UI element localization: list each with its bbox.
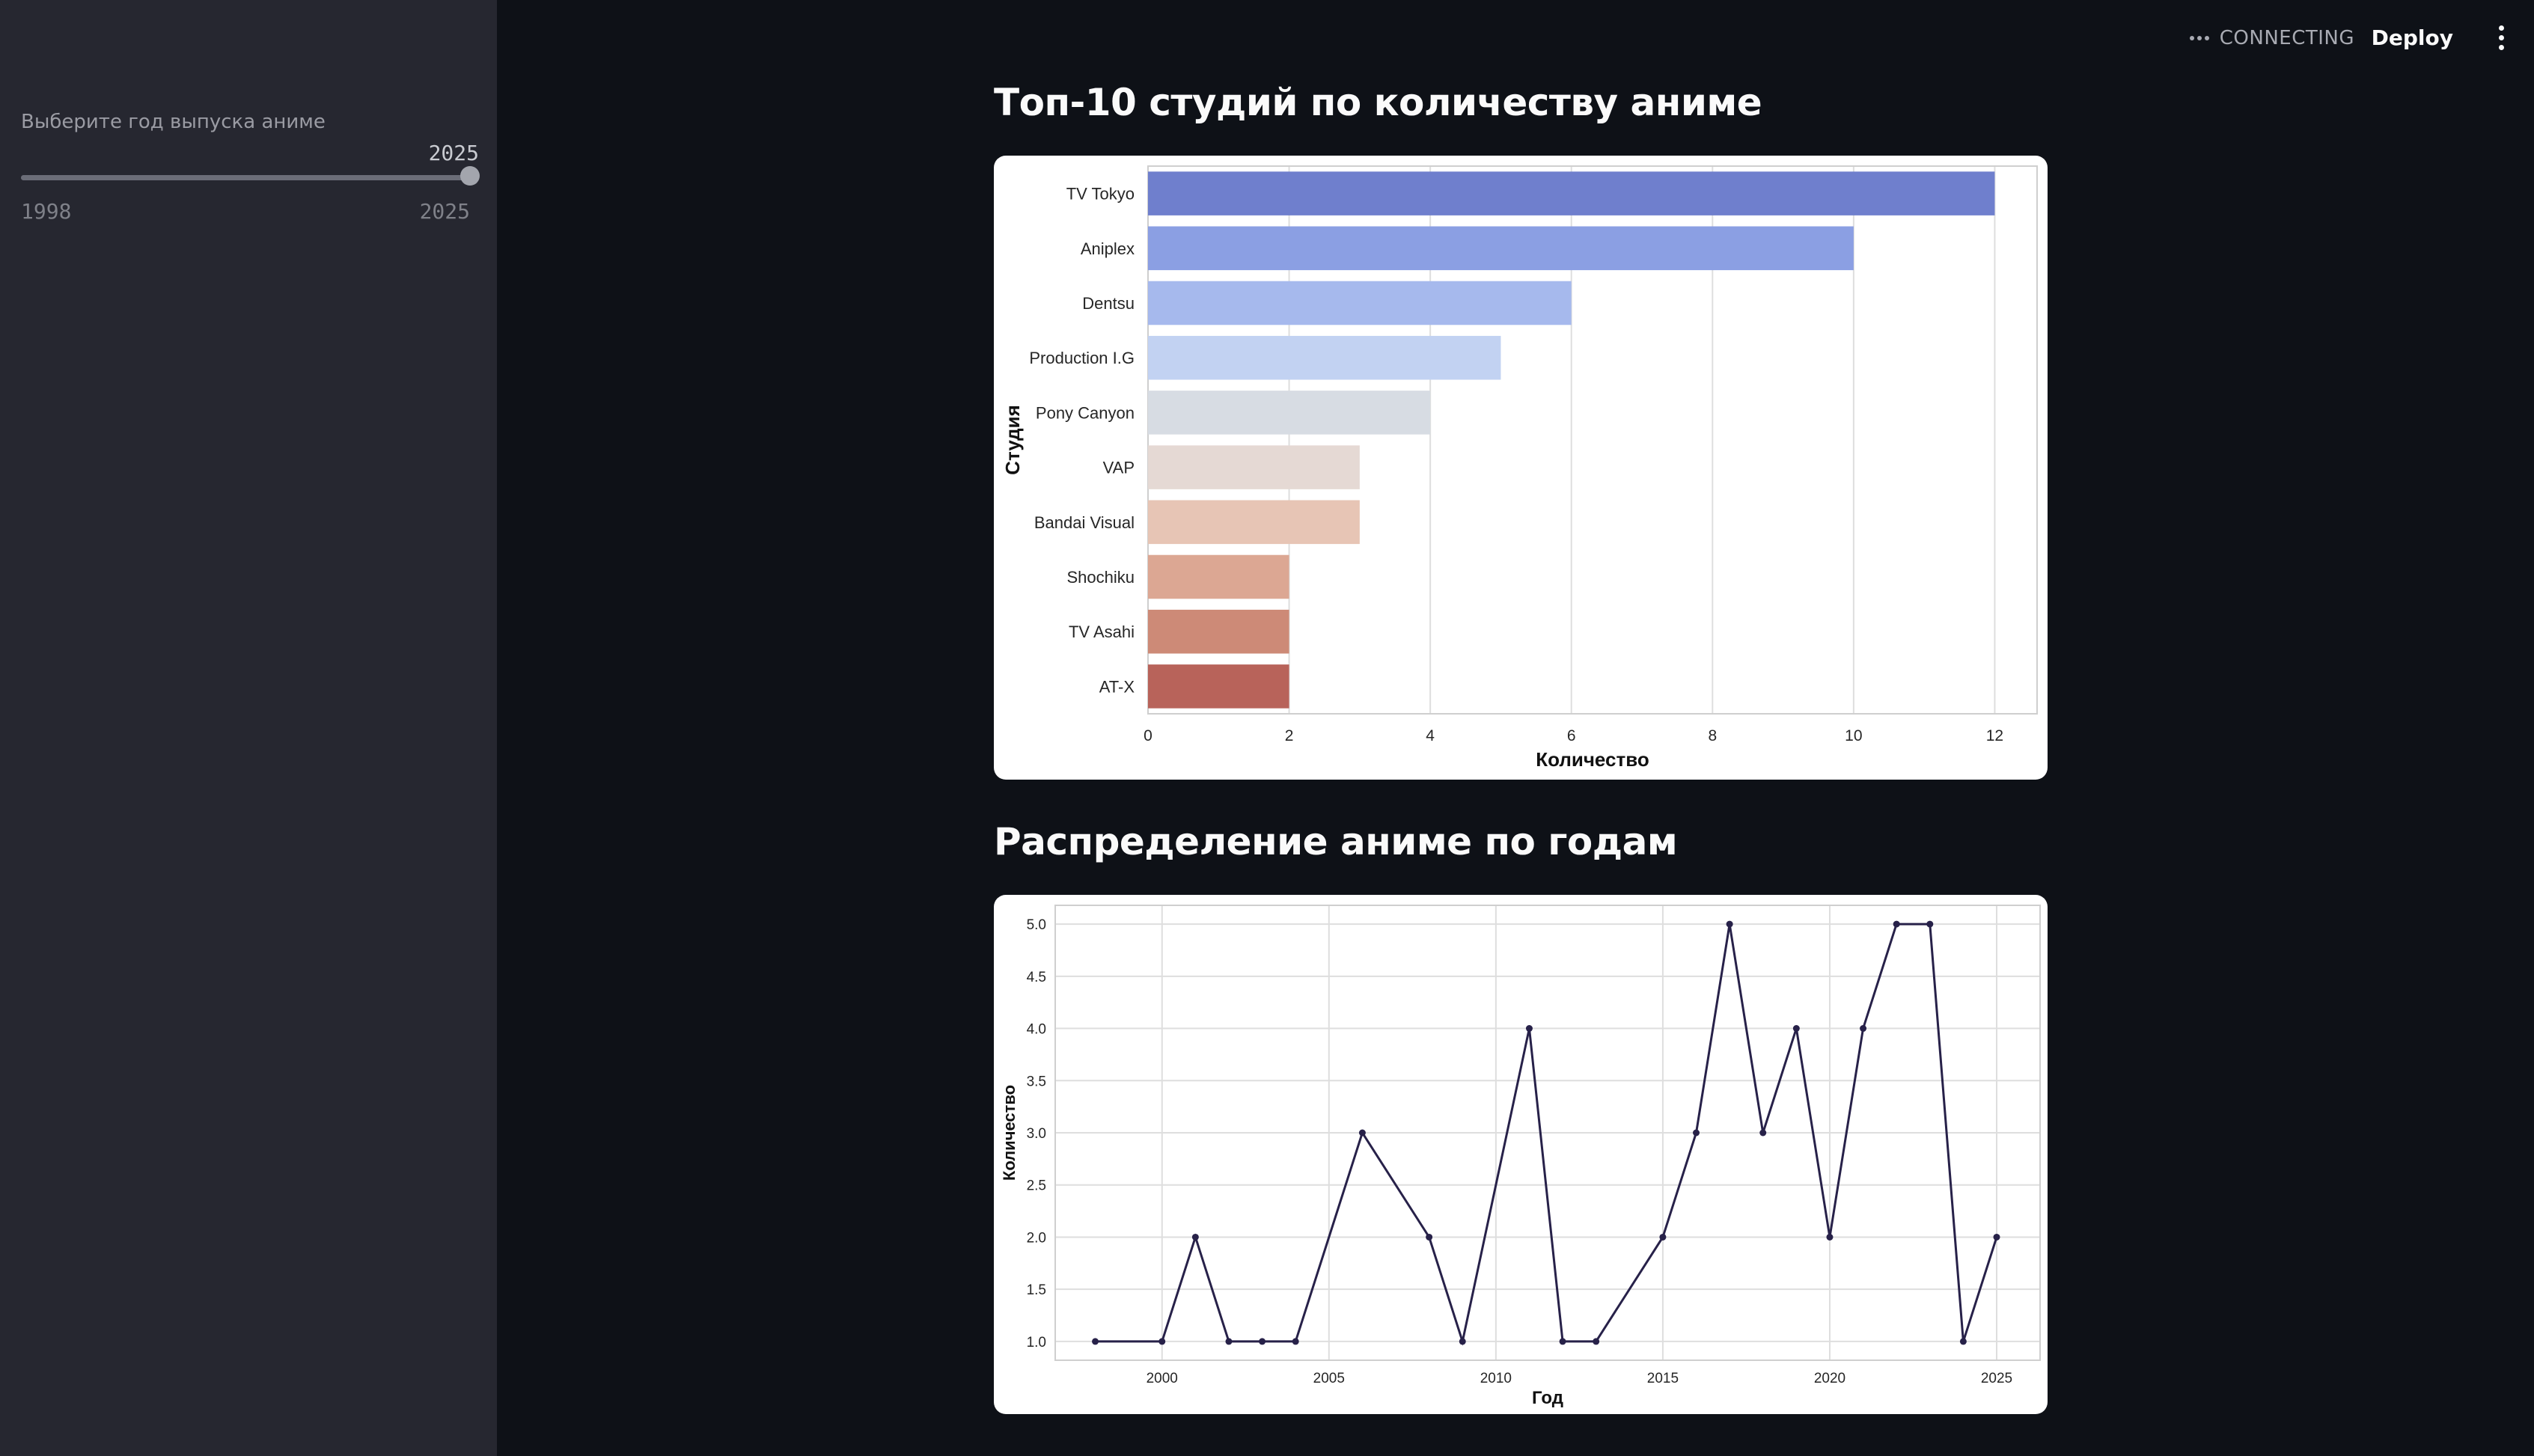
y-tick-label: TV Asahi	[1069, 623, 1135, 641]
bar	[1148, 664, 1289, 709]
bar	[1148, 554, 1289, 599]
y-tick-label: 2.0	[1027, 1230, 1046, 1246]
x-axis-label: Год	[1532, 1388, 1563, 1408]
connection-status: CONNECTING	[2189, 27, 2354, 49]
x-tick-label: 2005	[1313, 1371, 1345, 1386]
data-point	[1893, 920, 1900, 928]
year-slider-min: 1998	[21, 199, 72, 224]
data-point	[1693, 1129, 1700, 1137]
x-tick-label: 8	[1708, 727, 1717, 744]
x-tick-label: 4	[1426, 727, 1435, 744]
data-point	[1826, 1233, 1834, 1241]
y-tick-label: VAP	[1103, 459, 1135, 477]
y-tick-label: Aniplex	[1081, 239, 1135, 258]
x-tick-label: 2	[1285, 727, 1294, 744]
year-slider-max: 2025	[419, 199, 470, 224]
y-tick-label: Production I.G	[1029, 349, 1135, 367]
x-tick-label: 2025	[1981, 1371, 2012, 1386]
data-point	[1993, 1233, 2000, 1241]
connection-status-text: CONNECTING	[2219, 27, 2354, 49]
x-tick-label: 2000	[1147, 1371, 1178, 1386]
y-tick-label: 2.5	[1027, 1178, 1046, 1194]
x-tick-label: 2010	[1480, 1371, 1512, 1386]
top-bar: CONNECTING Deploy	[2085, 0, 2534, 78]
more-vertical-icon[interactable]	[2499, 25, 2504, 50]
years-chart-title: Распределение аниме по годам	[994, 820, 1678, 863]
y-tick-label: TV Tokyo	[1066, 185, 1135, 204]
years-chart-card: 1.0 1.5 2.0 2.5 3.0 3.5 4.0 4.5 5.0 2000 2005 2010 2…	[994, 895, 2048, 1414]
data-point	[1860, 1025, 1867, 1033]
year-slider-track[interactable]	[21, 175, 470, 180]
y-axis-label: Студия	[1001, 405, 1024, 475]
x-tick-label: 0	[1144, 727, 1152, 744]
data-point	[1792, 1025, 1800, 1033]
data-point	[1092, 1338, 1099, 1345]
data-point	[1158, 1338, 1166, 1345]
y-tick-label: Dentsu	[1082, 294, 1135, 313]
data-point	[1559, 1338, 1566, 1345]
data-point	[1525, 1025, 1533, 1033]
studios-chart-card: TV Tokyo Aniplex Dentsu Production I.G Pony …	[994, 156, 2048, 780]
x-tick-label: 2020	[1814, 1371, 1845, 1386]
data-point	[1959, 1338, 1967, 1345]
data-point	[1593, 1338, 1600, 1345]
x-tick-label: 2015	[1647, 1371, 1679, 1386]
plot-frame	[1147, 165, 2038, 715]
bar	[1148, 445, 1360, 489]
bar	[1148, 391, 1431, 435]
data-point	[1659, 1233, 1667, 1241]
x-tick-label: 10	[1845, 727, 1862, 744]
year-slider-label: Выберите год выпуска аниме	[21, 111, 326, 133]
y-tick-label: 1.0	[1027, 1335, 1046, 1351]
y-tick-label: 5.0	[1027, 917, 1046, 933]
sidebar: Выберите год выпуска аниме 2025 1998 202…	[0, 0, 497, 1456]
y-tick-label: AT-X	[1099, 677, 1135, 696]
y-tick-label: 4.0	[1027, 1022, 1046, 1038]
data-point	[1459, 1338, 1466, 1345]
bar	[1148, 281, 1572, 325]
y-axis-label: Количество	[1000, 1085, 1019, 1181]
plot-frame	[1054, 905, 2041, 1361]
year-slider-thumb[interactable]	[460, 166, 480, 186]
x-axis-label: Количество	[1536, 748, 1649, 771]
studios-chart-title: Топ-10 студий по количеству аниме	[994, 81, 1762, 124]
data-point	[1926, 920, 1934, 928]
x-tick-label: 12	[1986, 727, 2003, 744]
y-tick-label: 3.0	[1027, 1126, 1046, 1142]
studios-bar-chart: TV Tokyo Aniplex Dentsu Production I.G Pony …	[1001, 165, 2038, 771]
data-point	[1358, 1129, 1366, 1137]
y-tick-label: Bandai Visual	[1034, 513, 1135, 532]
y-tick-label: Pony Canyon	[1036, 403, 1135, 422]
data-point	[1292, 1338, 1299, 1345]
data-point	[1259, 1338, 1266, 1345]
bar	[1148, 500, 1360, 545]
y-tick-label: Shochiku	[1066, 568, 1135, 587]
y-tick-label: 3.5	[1027, 1074, 1046, 1089]
bar	[1148, 609, 1289, 654]
data-point	[1726, 920, 1733, 928]
deploy-button[interactable]: Deploy	[2371, 25, 2453, 50]
y-tick-label: 1.5	[1027, 1282, 1046, 1298]
data-point	[1191, 1233, 1199, 1241]
data-point	[1225, 1338, 1233, 1345]
data-point	[1426, 1233, 1433, 1241]
y-tick-label: 4.5	[1027, 970, 1046, 985]
more-horizontal-icon	[2189, 36, 2209, 40]
x-tick-label: 6	[1567, 727, 1576, 744]
bar	[1148, 335, 1501, 380]
years-line-chart: 1.0 1.5 2.0 2.5 3.0 3.5 4.0 4.5 5.0 2000 2005 2010 2…	[1000, 905, 2041, 1408]
year-slider-value: 2025	[428, 141, 479, 165]
bar	[1148, 171, 1995, 215]
data-point	[1759, 1129, 1767, 1137]
year-slider-fill	[21, 175, 470, 180]
bar	[1148, 226, 1854, 271]
